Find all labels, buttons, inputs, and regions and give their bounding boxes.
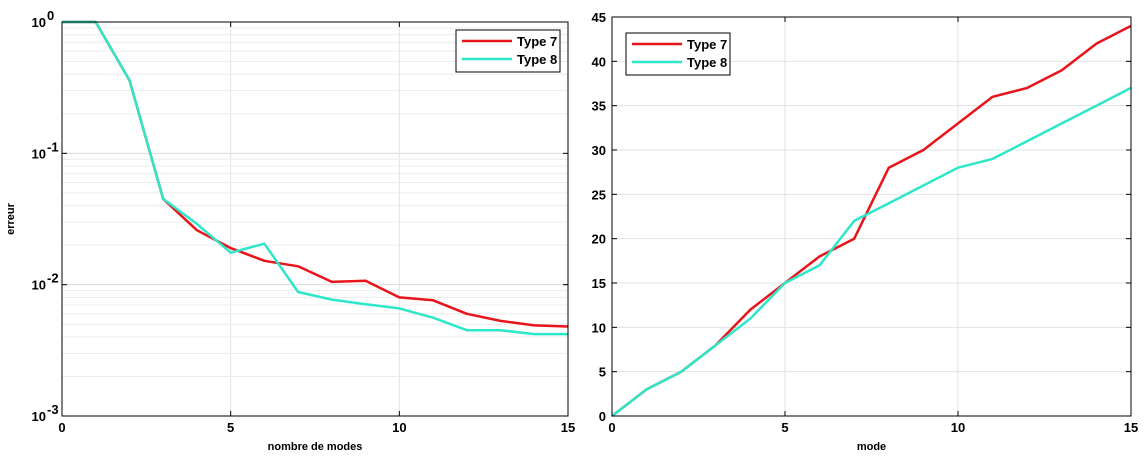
x-tick-label: 15 — [561, 420, 575, 435]
y-tick-label-exponent: -1 — [47, 139, 59, 154]
x-tick-label: 0 — [58, 420, 65, 435]
y-tick-label-exponent: -2 — [47, 271, 59, 286]
y-tick-label: 25 — [592, 187, 606, 202]
legend-label: Type 8 — [687, 55, 727, 70]
x-axis-label: nombre de modes — [268, 441, 363, 453]
y-tick-label: 35 — [592, 99, 606, 114]
y-tick-label: 10 — [32, 146, 46, 161]
legend-label: Type 8 — [517, 52, 557, 67]
y-tick-label: 10 — [592, 320, 606, 335]
axes-frame — [611, 16, 1132, 417]
y-tick-label: 40 — [592, 54, 606, 69]
legend: Type 7 Type 8 — [455, 29, 561, 73]
series-line-type-8 — [62, 20, 568, 336]
y-tick-label: 20 — [592, 232, 606, 247]
legend-box — [625, 32, 731, 76]
legend-label: Type 7 — [517, 34, 557, 49]
axes-frame — [61, 21, 569, 417]
y-tick-label: 10 — [32, 278, 46, 293]
legend-box — [455, 29, 561, 73]
x-tick-label: 0 — [608, 420, 615, 435]
y-tick-label: 0 — [599, 409, 606, 424]
y-tick-label: 15 — [592, 276, 606, 291]
y-tick-label-exponent: -3 — [47, 402, 59, 417]
x-tick-label: 10 — [392, 420, 406, 435]
plot-area — [612, 17, 1131, 416]
y-tick-label: 45 — [592, 10, 606, 25]
x-axis-label: mode — [857, 441, 886, 453]
series-line-type-8 — [611, 86, 1132, 417]
y-tick-label: 5 — [599, 365, 606, 380]
y-tick-label: 10 — [32, 409, 46, 424]
legend-label: Type 7 — [687, 37, 727, 52]
y-axis-label: erreur — [5, 202, 17, 235]
y-tick-label-exponent: 0 — [47, 8, 54, 23]
plot-area — [62, 22, 568, 416]
x-tick-label: 10 — [951, 420, 965, 435]
x-tick-label: 15 — [1124, 420, 1138, 435]
x-tick-label: 5 — [227, 420, 234, 435]
x-tick-label: 5 — [781, 420, 788, 435]
legend: Type 7 Type 8 — [625, 32, 731, 76]
right-panel-mode-plot: 0 5 10 15 0 5 10 15 20 25 30 35 40 45 mode Type 7 Type 8 — [592, 10, 1139, 453]
y-tick-label: 10 — [32, 15, 46, 30]
y-tick-label: 30 — [592, 143, 606, 158]
